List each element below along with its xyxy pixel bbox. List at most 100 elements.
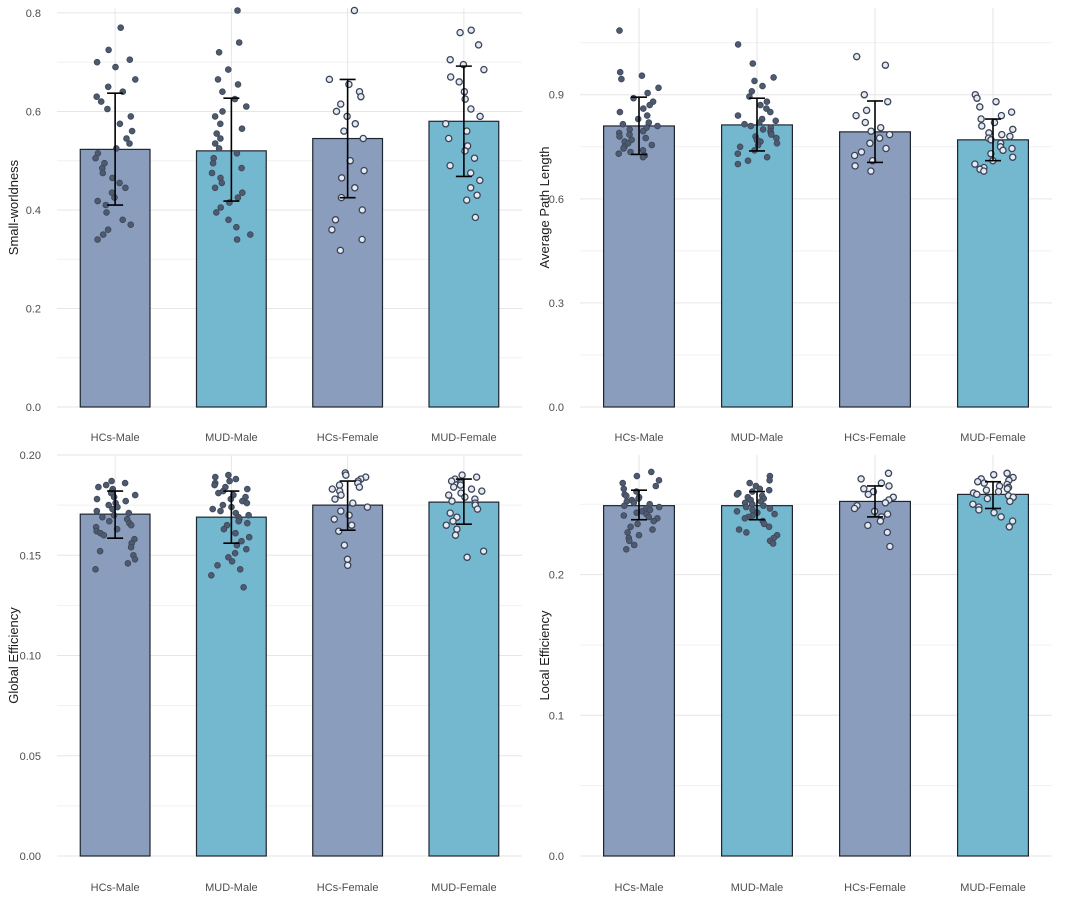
average-path-length-bar-mud-female: [956, 139, 1029, 408]
average-path-length-data-point: [754, 141, 762, 149]
average-path-length-data-point: [978, 122, 986, 130]
global-efficiency-data-point: [448, 497, 456, 505]
local-efficiency-x-tick-label: MUD-Male: [731, 882, 784, 894]
average-path-length-error-bar-mud-male: [749, 97, 765, 152]
small-worldness-data-point: [239, 189, 246, 197]
average-path-length-data-point: [980, 167, 988, 175]
small-worldness-data-point: [467, 26, 475, 34]
average-path-length-data-point: [876, 123, 885, 132]
local-efficiency-data-point: [733, 507, 741, 515]
average-path-length-data-point: [759, 82, 766, 90]
small-worldness-data-point: [208, 169, 216, 177]
average-path-length-data-point: [734, 160, 742, 168]
small-worldness-data-point: [328, 225, 336, 234]
small-worldness-data-point: [357, 92, 365, 101]
small-worldness-data-point: [332, 107, 341, 116]
average-path-length-data-point: [648, 141, 656, 149]
global-efficiency-data-point: [244, 485, 251, 493]
global-efficiency-panel: 0.00 0.05 0.10 0.15 0.20 HCs-Male MUD-Male HCs-…: [6, 450, 522, 894]
global-efficiency-data-point: [228, 557, 236, 565]
small-worldness-data-point: [336, 100, 345, 108]
small-worldness-data-point: [211, 113, 219, 120]
local-efficiency-data-point: [630, 499, 638, 507]
small-worldness-y-axis-title: Small-worldness: [6, 159, 21, 255]
average-path-length-data-point: [882, 144, 890, 153]
global-efficiency-data-point: [215, 489, 222, 497]
small-worldness-data-point: [456, 28, 464, 37]
global-efficiency-data-point: [108, 477, 115, 485]
global-efficiency-y-tick-label: 0.10: [20, 651, 41, 663]
local-efficiency-error-bar-mud-male: [749, 490, 765, 521]
local-efficiency-data-point: [746, 479, 753, 487]
global-efficiency-data-point: [125, 509, 133, 517]
average-path-length-bar-mud-male: [720, 124, 793, 408]
local-efficiency-data-point: [886, 542, 894, 551]
average-path-length-data-point: [773, 140, 781, 147]
small-worldness-panel: 0.0 0.2 0.4 0.6 0.8 HCs-Male MUD-Male HCs-Femal…: [6, 6, 522, 444]
global-efficiency-data-point: [442, 521, 451, 529]
average-path-length-y-tick-label: 0.3: [549, 298, 564, 310]
small-worldness-data-point: [217, 135, 224, 142]
average-path-length-y-tick-label: 0.0: [549, 402, 564, 414]
small-worldness-data-point: [94, 197, 101, 205]
global-efficiency-data-point: [124, 559, 132, 567]
small-worldness-data-point: [92, 154, 99, 162]
small-worldness-data-point: [225, 66, 232, 73]
global-efficiency-data-point: [243, 545, 250, 553]
small-worldness-data-point: [470, 154, 479, 162]
average-path-length-data-point: [616, 68, 624, 76]
global-efficiency-error-bar-mud-male: [223, 490, 240, 545]
global-efficiency-data-point: [100, 531, 108, 539]
small-worldness-data-point: [211, 184, 219, 192]
small-worldness-x-tick-label: MUD-Female: [431, 432, 496, 444]
average-path-length-data-point: [639, 105, 647, 112]
average-path-length-x-tick-label: MUD-Female: [960, 432, 1025, 444]
global-efficiency-data-point: [456, 481, 465, 489]
average-path-length-data-point: [619, 120, 627, 128]
average-path-length-data-point: [630, 94, 637, 102]
average-path-length-data-point: [655, 84, 662, 92]
global-efficiency-data-point: [472, 473, 481, 481]
small-worldness-data-point: [358, 235, 366, 244]
local-efficiency-data-point: [733, 491, 741, 498]
global-efficiency-data-point: [243, 499, 251, 507]
average-path-length-data-point: [766, 108, 774, 116]
global-efficiency-data-point: [335, 481, 344, 489]
small-worldness-y-tick-label: 0.2: [26, 303, 41, 315]
average-path-length-data-point: [642, 134, 649, 142]
global-efficiency-y-tick-label: 0.20: [20, 450, 41, 462]
average-path-length-data-point: [638, 72, 646, 79]
local-efficiency-data-point: [990, 508, 998, 517]
average-path-length-data-point: [751, 77, 758, 85]
local-efficiency-data-point: [884, 469, 893, 478]
local-efficiency-data-point: [850, 504, 859, 513]
average-path-length-data-point: [616, 133, 623, 140]
small-worldness-data-point: [116, 120, 124, 128]
average-path-length-data-point: [1006, 132, 1014, 141]
average-path-length-data-point: [885, 130, 894, 139]
global-efficiency-bar-hcs-male: [79, 513, 151, 857]
average-path-length-data-point: [998, 130, 1006, 139]
local-efficiency-data-point: [982, 486, 991, 494]
global-efficiency-data-point: [131, 555, 139, 563]
small-worldness-data-point: [238, 164, 245, 172]
small-worldness-data-point: [132, 76, 139, 83]
small-worldness-data-point: [471, 213, 480, 222]
average-path-length-data-point: [620, 145, 627, 152]
global-efficiency-data-point: [245, 533, 253, 541]
local-efficiency-data-point: [650, 517, 657, 525]
global-efficiency-data-point: [328, 485, 337, 493]
average-path-length-data-point: [973, 94, 981, 102]
local-efficiency-data-point: [743, 529, 750, 536]
small-worldness-data-point: [441, 120, 450, 128]
small-worldness-data-point: [215, 145, 223, 152]
small-worldness-data-point: [336, 246, 345, 255]
small-worldness-data-point: [461, 95, 469, 103]
global-efficiency-bar-mud-male: [195, 516, 267, 857]
average-path-length-data-point: [646, 101, 653, 109]
local-efficiency-panel: 0.0 0.1 0.2 HCs-Male MUD-Male HCs-Female MUD-F…: [537, 455, 1052, 894]
small-worldness-data-point: [217, 120, 224, 128]
small-worldness-data-point: [473, 191, 481, 199]
average-path-length-y-tick-label: 0.9: [549, 90, 564, 102]
average-path-length-error-bar-mud-female: [985, 118, 1001, 162]
